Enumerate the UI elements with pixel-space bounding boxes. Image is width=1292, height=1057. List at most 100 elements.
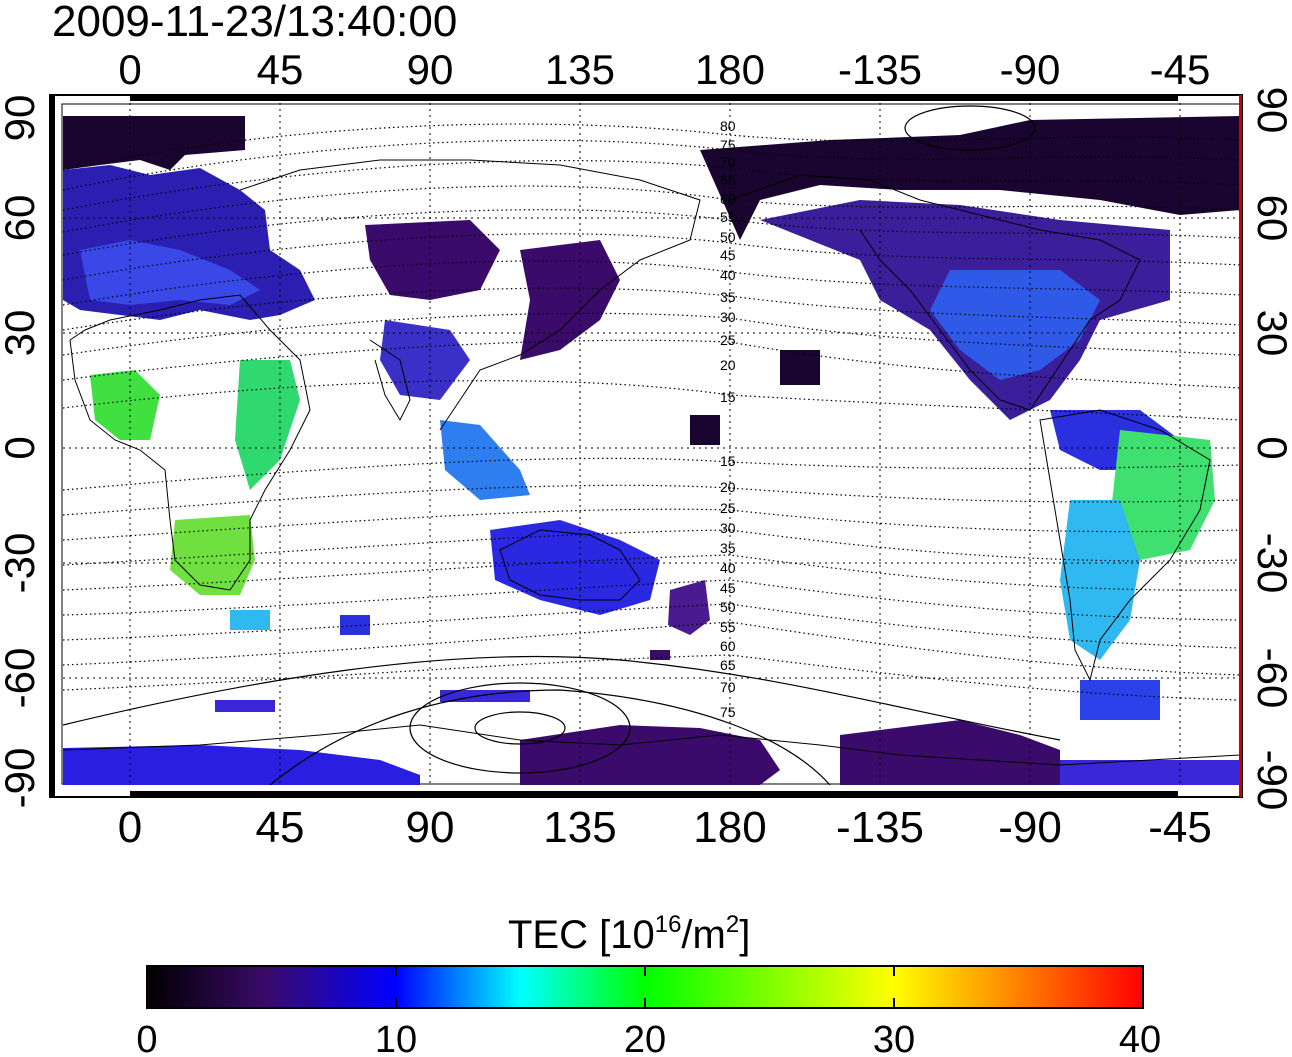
coast-australia	[499, 529, 641, 601]
contour-label: 30	[720, 520, 736, 536]
contour-label: 60	[720, 191, 736, 207]
colorbar-title: TEC [1016/m2]	[508, 911, 750, 957]
contour-label: 65	[720, 657, 736, 673]
contour-label: 70	[720, 679, 736, 695]
tec-block	[230, 610, 270, 630]
contour-label: 45	[720, 247, 736, 263]
tec-region-arctic-east	[700, 116, 1240, 240]
contour-label: 35	[720, 540, 736, 556]
contour-label: 60	[720, 638, 736, 654]
colorbar-tick-label: 20	[624, 1019, 666, 1057]
tec-region-japan	[520, 240, 620, 360]
lon-tick-label: -45	[1148, 803, 1212, 852]
lon-tick-label: 0	[118, 803, 142, 852]
tec-block	[650, 650, 670, 660]
colorbar-title-prefix: TEC [10	[508, 913, 655, 957]
frame-band-bottom	[130, 791, 1178, 797]
tec-block	[215, 700, 275, 712]
lon-tick-label: 180	[695, 46, 765, 93]
coast-antarctica	[63, 724, 1241, 766]
timestamp-title: 2009-11-23/13:40:00	[52, 0, 457, 46]
contour-label: 50	[720, 229, 736, 245]
lat-tick-label: 0	[0, 436, 43, 459]
pole-contours	[63, 105, 1061, 785]
colorbar-tick-label: 0	[136, 1019, 157, 1057]
contour-label: 25	[720, 500, 736, 516]
tec-region-us-core	[930, 270, 1100, 380]
lon-tick-label: 45	[256, 803, 305, 852]
lon-tick-label: 180	[693, 803, 766, 852]
lon-tick-label: 90	[406, 803, 455, 852]
lon-tick-label: 0	[118, 46, 141, 93]
colorbar-ticks	[395, 966, 895, 1008]
colorbar-title-exp: 16	[655, 911, 682, 938]
frame-band-left	[50, 95, 55, 797]
tec-region-antarctic-far-east	[1060, 760, 1240, 785]
frame-band-right	[1239, 95, 1242, 797]
lat-tick-label: -90	[0, 748, 43, 809]
tec-region-africa-east	[235, 360, 300, 490]
tec-region-south-america-south	[1060, 500, 1140, 660]
contour-label: 75	[720, 137, 736, 153]
top-lon-axis: 0 45 90 135 180 -135 -90 -45	[118, 46, 1210, 93]
lat-tick-label: 0	[1249, 436, 1292, 459]
lat-tick-label: -30	[1249, 533, 1292, 594]
contour-labels: 80 75 70 65 60 55 50 45 40 35 30 25 20 1…	[720, 118, 736, 720]
lat-tick-label: 30	[0, 310, 43, 357]
contour-label: 40	[720, 267, 736, 283]
tec-block	[340, 615, 370, 635]
lon-tick-label: 90	[407, 46, 454, 93]
contour-label: 70	[720, 154, 736, 170]
contour-label: 45	[720, 580, 736, 596]
graticule	[63, 103, 1240, 785]
lon-tick-label: 135	[543, 803, 616, 852]
tec-region-africa-south	[170, 515, 255, 595]
colorbar-tick-label: 30	[873, 1019, 915, 1057]
lat-tick-label: 90	[1249, 87, 1292, 134]
contour-label: 50	[720, 599, 736, 615]
lon-tick-label: 135	[545, 46, 615, 93]
tec-region-new-zealand	[668, 580, 710, 635]
colorbar-title-suffix: ]	[739, 913, 750, 957]
contour-label: 25	[720, 332, 736, 348]
colorbar-tick-label: 40	[1119, 1019, 1161, 1057]
lon-tick-label: 45	[257, 46, 304, 93]
contour-label: 20	[720, 357, 736, 373]
tec-region-indonesia	[440, 420, 530, 500]
bottom-lon-axis: 0 45 90 135 180 -135 -90 -45	[118, 803, 1212, 852]
coast-eurasia	[239, 159, 701, 431]
lon-tick-label: -90	[998, 803, 1062, 852]
tec-region-europe-core	[80, 240, 260, 305]
contour-label: 75	[720, 704, 736, 720]
tec-block	[690, 415, 720, 445]
coast-india	[369, 339, 411, 422]
tec-region-antarctic-center	[520, 725, 780, 785]
tec-region-siberia	[365, 220, 500, 300]
lat-tick-label: -60	[1249, 648, 1292, 709]
frame-band-top	[130, 95, 1178, 101]
tec-block	[780, 350, 820, 385]
contour-label: 65	[720, 172, 736, 188]
lat-tick-label: 60	[1249, 195, 1292, 242]
tec-region-antarctic-west	[63, 745, 420, 785]
coast-south-america	[1039, 409, 1211, 682]
coast-europe-africa	[69, 294, 311, 591]
lon-tick-label: -135	[838, 46, 922, 93]
contour-label: 20	[720, 479, 736, 495]
tec-region-africa-west	[90, 370, 160, 440]
lon-tick-label: -45	[1150, 46, 1211, 93]
lat-tick-label: -60	[0, 648, 43, 709]
coastlines	[63, 159, 1241, 766]
colorbar-labels: 0 10 20 30 40	[136, 1019, 1161, 1057]
left-lat-axis: 90 60 30 0 -30 -60 -90	[0, 95, 43, 809]
tec-region-china	[380, 320, 470, 400]
lon-tick-label: -90	[1000, 46, 1061, 93]
colorbar-title-unit: /m	[681, 913, 725, 957]
tec-region-antarctic-east	[840, 720, 1060, 785]
right-lat-axis: 90 60 30 0 -30 -60 -90	[1249, 87, 1292, 811]
colorbar-tick-label: 10	[375, 1019, 417, 1057]
lat-tick-label: 30	[1249, 310, 1292, 357]
tec-block	[1080, 680, 1160, 720]
colorbar-title-exp2: 2	[726, 911, 739, 938]
